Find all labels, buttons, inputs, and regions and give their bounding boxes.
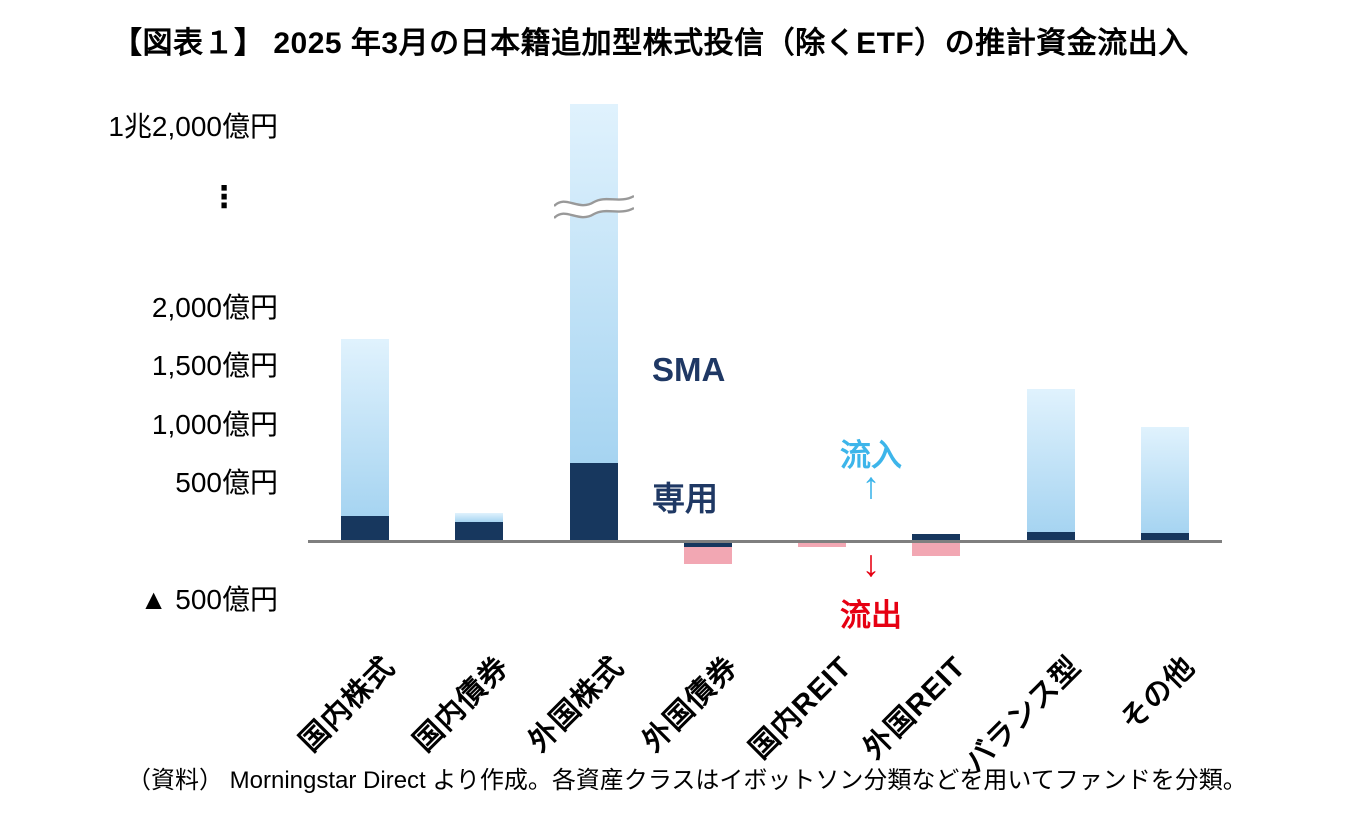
bar-segment-inflow: [341, 339, 390, 516]
outflow-arrow-icon: ↓: [861, 543, 881, 584]
bar-segment-sma: [1026, 531, 1075, 542]
y-tick-label: ▲ 500億円: [139, 584, 278, 615]
y-tick-label: 2,000億円: [151, 291, 278, 323]
annotation-outflow-label: 流出: [840, 598, 902, 633]
bar-segment-sma: [341, 515, 390, 542]
annotation-sma-dedicated: SMA 専用: [652, 262, 725, 606]
bar-segment-inflow: [455, 513, 504, 522]
bar-segment-inflow: [1140, 427, 1189, 533]
bar-segment-outflow: [683, 547, 732, 564]
y-tick-label: 500億円: [175, 467, 278, 498]
axis-break-icon: [552, 190, 635, 224]
bar-segment-sma: [1140, 532, 1189, 542]
axis-break-ellipsis: ⋮: [209, 181, 240, 214]
y-tick-label: 1兆2,000億円: [108, 111, 278, 142]
bar-segment-outflow: [798, 542, 847, 548]
bar-segment-outflow: [912, 541, 961, 556]
y-tick-label: 1,000億円: [151, 408, 278, 440]
bar-segment-sma: [683, 541, 732, 548]
x-axis-line: [308, 540, 1222, 543]
annotation-sma-line2: 専用: [652, 480, 718, 517]
bar-segment-sma: [455, 521, 504, 542]
annotation-sma-line1: SMA: [652, 351, 726, 388]
source-note: （資料） Morningstar Direct より作成。各資産クラスはイボット…: [127, 767, 1247, 794]
chart-title: 【図表１】 2025 年3月の日本籍追加型株式投信（除くETF）の推計資金流出入: [112, 27, 1189, 60]
bar-segment-sma: [569, 462, 618, 542]
bar-segment-inflow: [569, 104, 618, 463]
bar-segment-inflow: [1026, 389, 1075, 532]
inflow-arrow-icon: ↑: [861, 465, 881, 506]
y-tick-label: 1,500億円: [151, 350, 278, 381]
bar-segment-sma: [912, 534, 961, 542]
annotation-inflow-label: 流入: [840, 438, 902, 473]
